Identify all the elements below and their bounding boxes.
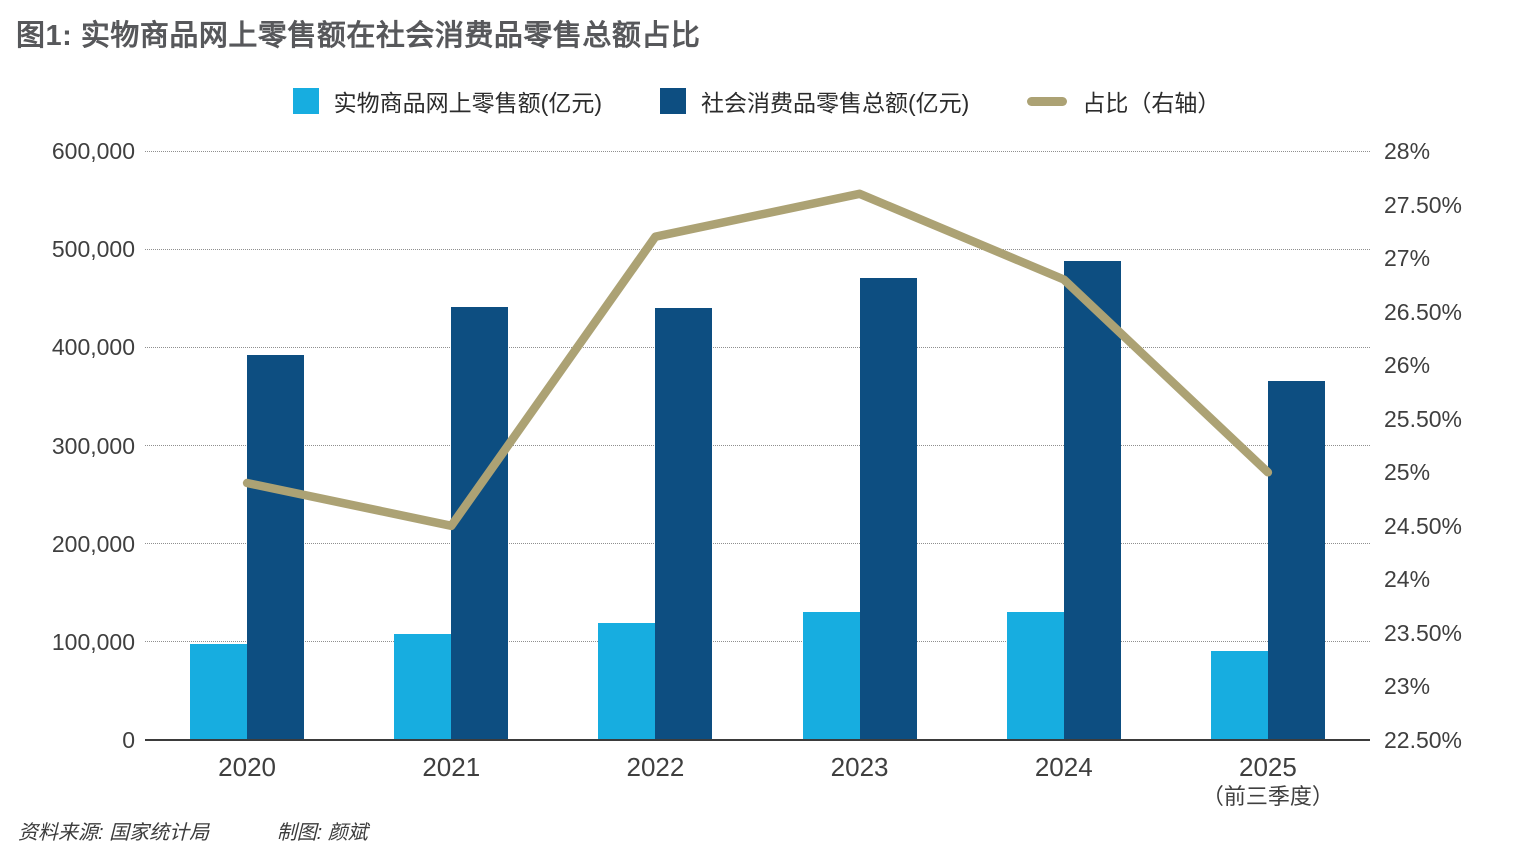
x-axis-label: 2020 (218, 752, 276, 782)
left-axis-tick: 400,000 (51, 334, 135, 361)
left-axis-tick: 500,000 (51, 236, 135, 263)
right-axis-tick: 22.50% (1384, 727, 1463, 753)
bar-online-retail (394, 633, 452, 740)
legend-label: 占比（右轴） (1082, 90, 1221, 116)
bar-online-retail (1006, 612, 1064, 740)
gridline (145, 543, 1370, 545)
chart-credit: 制图: 颜斌 (276, 822, 368, 844)
chart-title: 图1: 实物商品网上零售额在社会消费品零售总额占比 (16, 20, 701, 52)
gridline (145, 641, 1370, 643)
left-axis-tick: 200,000 (51, 530, 135, 557)
left-axis-tick: 300,000 (51, 432, 135, 459)
x-axis-label: 2023 (830, 752, 889, 782)
left-axis-tick: 600,000 (51, 138, 135, 164)
ratio-line (242, 189, 1273, 531)
bar-online-retail (802, 612, 860, 740)
right-axis-tick: 26% (1384, 352, 1431, 379)
right-axis-tick: 27.50% (1384, 191, 1463, 218)
bar-online-retail (598, 623, 656, 740)
legend-label: 实物商品网上零售额(亿元) (333, 90, 602, 116)
legend: 实物商品网上零售额(亿元) 社会消费品零售总额(亿元) 占比（右轴） (0, 84, 1513, 118)
legend-item-1: 社会消费品零售总额(亿元) (660, 84, 969, 118)
legend-square-swatch (292, 88, 319, 114)
legend-square-swatch (660, 88, 686, 114)
x-axis-label: 2025 （前三季度） (1168, 752, 1368, 812)
right-axis-tick: 25.50% (1384, 405, 1463, 432)
footer: 资料来源: 国家统计局 制图: 颜斌 (18, 816, 368, 845)
left-axis-tick: 0 (122, 727, 135, 753)
right-axis-tick: 25% (1384, 459, 1431, 486)
bar-total-retail (451, 307, 509, 740)
bar-online-retail (190, 643, 248, 740)
bar-online-retail (1210, 650, 1268, 740)
x-axis-label: 2024 (1034, 752, 1093, 782)
bar-total-retail (1267, 380, 1325, 740)
right-axis-tick: 23% (1384, 673, 1431, 700)
bar-total-retail (859, 277, 917, 740)
right-axis-tick: 27% (1384, 245, 1431, 272)
legend-item-0: 实物商品网上零售额(亿元) (292, 84, 602, 118)
bar-total-retail (655, 308, 713, 740)
gridline (145, 346, 1370, 348)
gridline (145, 150, 1370, 152)
data-source: 资料来源: 国家统计局 (18, 822, 210, 844)
legend-label: 社会消费品零售总额(亿元) (701, 90, 970, 116)
x-axis-line (145, 739, 1370, 741)
gridline (145, 248, 1370, 250)
x-axis-label: 2022 (626, 752, 685, 782)
bar-total-retail (1063, 260, 1121, 740)
right-axis-tick: 24.50% (1384, 512, 1463, 539)
x-axis-sublabel: （前三季度） (1201, 784, 1334, 809)
right-axis-tick: 28% (1384, 138, 1431, 164)
legend-line-swatch (1027, 96, 1068, 106)
right-axis-tick: 26.50% (1384, 298, 1463, 325)
left-axis-tick: 100,000 (51, 628, 135, 655)
ratio-polyline (242, 189, 1273, 531)
bar-total-retail (247, 355, 305, 740)
gridline (145, 445, 1370, 446)
x-axis-label: 2021 (422, 752, 481, 782)
right-axis-tick: 24% (1384, 566, 1431, 593)
legend-item-2: 占比（右轴） (1027, 84, 1220, 118)
right-axis-tick: 23.50% (1384, 619, 1463, 646)
